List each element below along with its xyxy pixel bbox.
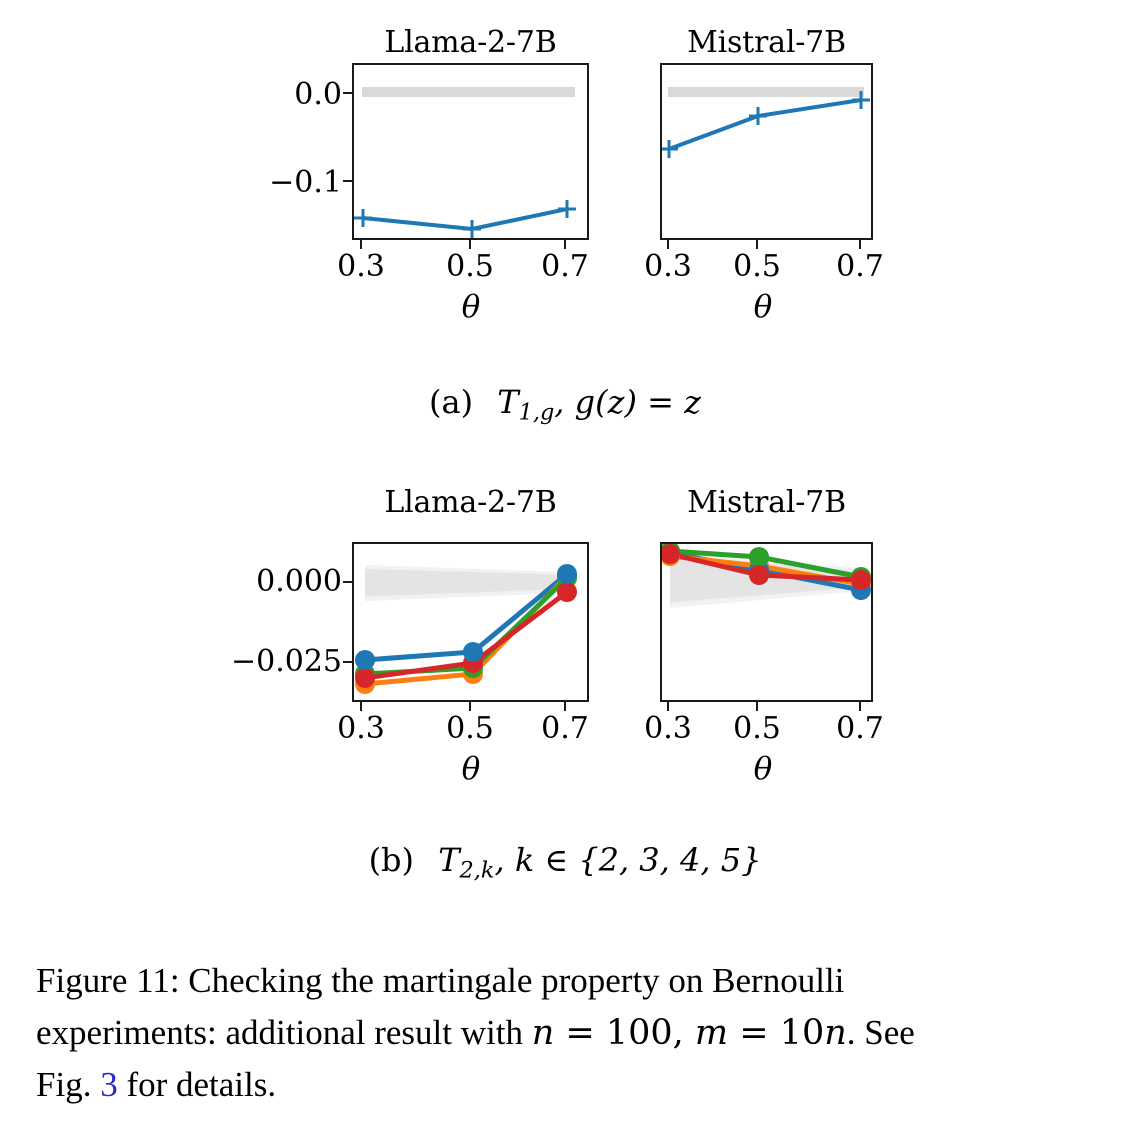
xtick-b-llama-0: 0.3: [337, 711, 385, 746]
xtick-b-mistral-1: 0.5: [733, 711, 781, 746]
xtick-mark-a-mistral-0: [667, 240, 669, 249]
plot-svg-b-llama: [355, 564, 577, 694]
xtick-a-llama-0: 0.3: [337, 249, 385, 284]
series-markers-red: [662, 544, 871, 590]
plot-svg-a-llama: [354, 87, 576, 238]
caption-line-3-prefix: Fig.: [36, 1065, 101, 1104]
xtick-mark-b-mistral-0: [667, 702, 669, 711]
confidence-band-inner: [365, 569, 567, 596]
panel-title-a-llama: Llama-2-7B: [384, 25, 557, 60]
xtick-mark-a-llama-1: [469, 240, 471, 249]
subcaption-b-label: (b): [368, 841, 415, 879]
subcaption-b: (b) T2,k, k ∈ {2, 3, 4, 5}: [0, 840, 1130, 891]
xtick-mark-b-mistral-1: [756, 702, 758, 711]
plot-area-b-mistral: [660, 542, 873, 702]
xlabel-a-llama: θ: [461, 289, 481, 325]
ytick-b-0: 0.000: [256, 564, 342, 599]
panel-title-b-llama: Llama-2-7B: [384, 485, 557, 520]
ytick-mark-b-1: [343, 661, 352, 663]
plot-area-b-llama: [352, 542, 589, 702]
xtick-mark-b-llama-0: [360, 702, 362, 711]
caption-math-n: n: [531, 1013, 555, 1053]
xlabel-b-llama: θ: [461, 751, 481, 787]
xlabel-b-mistral: θ: [753, 751, 773, 787]
caption-math-m: m: [694, 1013, 729, 1053]
series-markers-blue: [662, 91, 870, 158]
caption-line-2: experiments: additional result with n = …: [36, 1007, 1096, 1059]
subfigure-a: Llama-2-7B Mistral-7B 0.0 −0.1: [0, 20, 1130, 440]
confidence-band: [362, 87, 575, 97]
xtick-mark-b-llama-1: [469, 702, 471, 711]
ytick-a-0: 0.0: [294, 77, 342, 112]
panel-title-b-mistral: Mistral-7B: [687, 485, 846, 520]
plot-area-a-llama: [352, 63, 589, 240]
xtick-b-mistral-0: 0.3: [644, 711, 692, 746]
confidence-band: [668, 87, 864, 97]
xtick-mark-b-mistral-2: [859, 702, 861, 711]
subcaption-b-subscript: 2,k: [459, 857, 495, 884]
caption-line-1: Figure 11: Checking the martingale prope…: [36, 961, 845, 1000]
ytick-mark-a-0: [343, 92, 352, 94]
xtick-b-llama-2: 0.7: [541, 711, 589, 746]
panel-title-a-mistral: Mistral-7B: [687, 25, 846, 60]
caption-line-3: Fig. 3 for details.: [36, 1059, 1096, 1111]
subcaption-a-subscript: 1,g: [518, 399, 555, 426]
caption-line-2-prefix: experiments: additional result with: [36, 1013, 532, 1052]
plot-area-a-mistral: [660, 63, 873, 240]
caption-eq-1: = 100,: [554, 1013, 695, 1053]
series-markers-blue: [355, 564, 577, 670]
xtick-a-mistral-2: 0.7: [836, 249, 884, 284]
plot-svg-a-mistral: [662, 87, 870, 158]
subcaption-a-symbol: T: [497, 383, 519, 421]
xtick-a-mistral-1: 0.5: [733, 249, 781, 284]
caption-line-2-suffix: . See: [846, 1013, 915, 1052]
series-line-blue: [362, 207, 568, 232]
plot-svg-b-mistral: [662, 544, 871, 608]
xtick-mark-a-mistral-1: [756, 240, 758, 249]
caption-line-3-suffix: for details.: [117, 1065, 277, 1104]
xtick-b-mistral-2: 0.7: [836, 711, 884, 746]
xlabel-a-mistral: θ: [753, 289, 773, 325]
xtick-a-llama-1: 0.5: [446, 249, 494, 284]
subcaption-b-symbol: T: [438, 841, 460, 879]
series-markers-blue: [354, 200, 576, 238]
ytick-mark-a-1: [343, 180, 352, 182]
subcaption-b-rest: , k ∈ {2, 3, 4, 5}: [494, 841, 762, 879]
xtick-mark-b-llama-2: [564, 702, 566, 711]
figure-reference-link[interactable]: 3: [100, 1065, 118, 1104]
xtick-a-mistral-0: 0.3: [644, 249, 692, 284]
caption-math-n2: n: [824, 1013, 847, 1053]
xtick-b-llama-1: 0.5: [446, 711, 494, 746]
ytick-a-1: −0.1: [269, 165, 342, 200]
xtick-a-llama-2: 0.7: [541, 249, 589, 284]
series-line-blue: [668, 98, 862, 151]
ytick-b-1: −0.025: [230, 644, 342, 679]
subcaption-a-label: (a): [429, 383, 474, 421]
subcaption-a: (a) T1,g, g(z) = z: [0, 382, 1130, 433]
ytick-mark-b-0: [343, 581, 352, 583]
xtick-mark-a-mistral-2: [859, 240, 861, 249]
xtick-mark-a-llama-2: [564, 240, 566, 249]
subcaption-a-rest: , g(z) = z: [554, 383, 701, 421]
xtick-mark-a-llama-0: [360, 240, 362, 249]
subfigure-b: Llama-2-7B Mistral-7B 0.000 −0.025: [0, 480, 1130, 900]
figure-caption: Figure 11: Checking the martingale prope…: [36, 955, 1096, 1111]
caption-eq-2: = 10: [728, 1013, 825, 1053]
